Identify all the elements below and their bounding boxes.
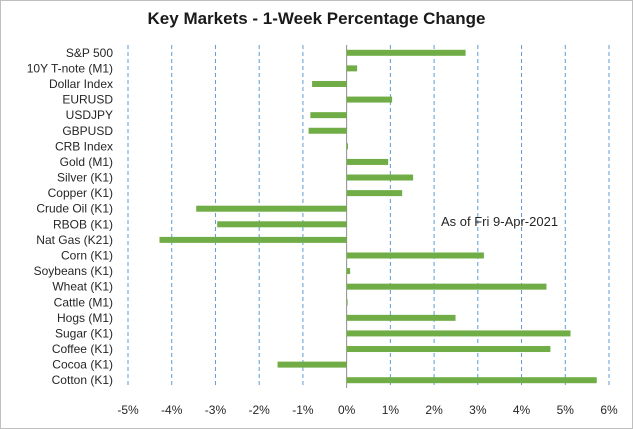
x-tick-label: 3%	[469, 403, 487, 417]
bar	[159, 236, 347, 243]
bar	[346, 252, 484, 259]
chart-title: Key Markets - 1-Week Percentage Change	[147, 9, 486, 28]
x-tick-label: 5%	[557, 403, 575, 417]
x-tick-label: -3%	[205, 403, 227, 417]
category-label: GBPUSD	[62, 124, 113, 138]
x-tick-label: -4%	[161, 403, 183, 417]
category-label: Crude Oil (K1)	[36, 202, 113, 216]
bar	[346, 49, 466, 56]
category-label: Cattle (M1)	[54, 295, 113, 309]
bar	[196, 205, 347, 212]
x-tick-label: 6%	[600, 403, 618, 417]
as-of-annotation: As of Fri 9-Apr-2021	[441, 214, 558, 229]
category-label: Copper (K1)	[48, 186, 113, 200]
category-label: Sugar (K1)	[55, 326, 113, 340]
category-label: USDJPY	[66, 108, 113, 122]
category-label: 10Y T-note (M1)	[27, 61, 113, 75]
category-label: S&P 500	[66, 46, 113, 60]
category-label: Hogs (M1)	[57, 311, 113, 325]
category-label: Corn (K1)	[61, 248, 113, 262]
x-tick-label: 1%	[382, 403, 400, 417]
category-label: EURUSD	[62, 93, 113, 107]
bar	[217, 221, 347, 228]
category-label: Wheat (K1)	[52, 280, 113, 294]
x-tick-label: -1%	[292, 403, 314, 417]
x-tick-label: 2%	[425, 403, 443, 417]
category-label: Cocoa (K1)	[52, 358, 113, 372]
x-tick-label: -2%	[249, 403, 271, 417]
bar	[312, 80, 347, 87]
category-label: Soybeans (K1)	[34, 264, 113, 278]
category-label: Dollar Index	[49, 77, 113, 91]
bar	[346, 346, 551, 353]
category-label: Coffee (K1)	[52, 342, 113, 356]
bar	[346, 330, 571, 337]
category-label: Cotton (K1)	[52, 373, 113, 387]
category-label: RBOB (K1)	[53, 217, 113, 231]
bar	[346, 299, 348, 306]
bars	[159, 49, 597, 384]
category-label: Gold (M1)	[60, 155, 113, 169]
bar	[346, 377, 597, 384]
bar	[346, 283, 547, 290]
bar	[310, 112, 347, 119]
bar	[346, 158, 389, 165]
bar	[277, 361, 347, 368]
bar	[346, 190, 403, 197]
bar	[346, 268, 351, 275]
bar	[346, 174, 414, 181]
category-label: Silver (K1)	[57, 171, 113, 185]
category-label: CRB Index	[55, 139, 113, 153]
bar	[346, 96, 393, 103]
x-tick-label: 4%	[513, 403, 531, 417]
bar	[346, 65, 358, 72]
x-axis-tick-labels: -5% -4% -3% -2% -1% 0% 1% 2% 3% 4% 5% 6%	[117, 403, 618, 417]
x-tick-label: -5%	[117, 403, 139, 417]
bar	[308, 127, 347, 134]
bar	[346, 314, 456, 321]
bar	[346, 143, 348, 150]
x-tick-label: 0%	[338, 403, 356, 417]
category-label: Nat Gas (K21)	[36, 233, 113, 247]
